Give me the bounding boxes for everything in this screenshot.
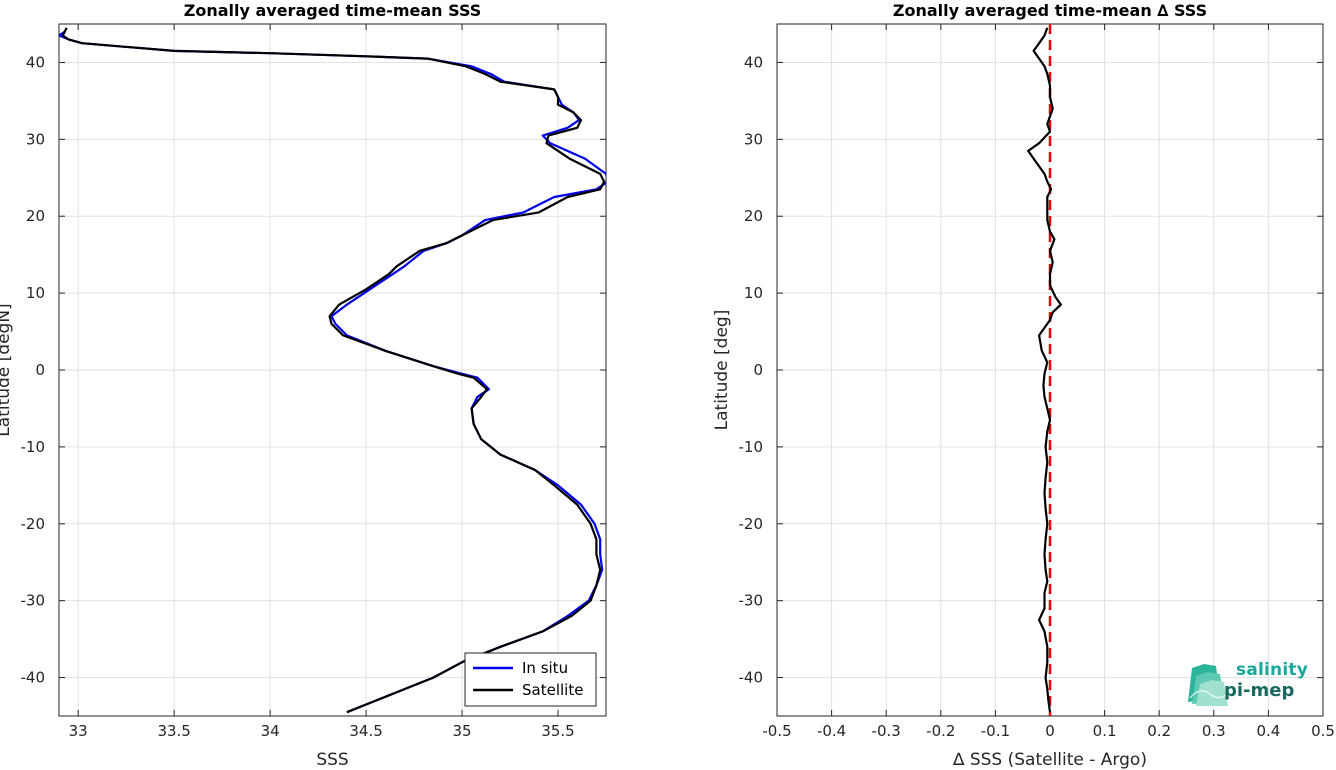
logo-text-salinity: salinity bbox=[1236, 660, 1308, 680]
x-tick-label: 35 bbox=[453, 722, 472, 740]
y-tick-label: 20 bbox=[744, 207, 763, 225]
chart-title: Zonally averaged time-mean SSS bbox=[184, 1, 482, 20]
series-line-delta-sss bbox=[1027, 27, 1062, 713]
y-tick-label: -40 bbox=[21, 669, 46, 687]
right-chart: -0.5 -0.4 -0.3 -0.2 -0.1 0 0.1 0.2 0.3 0.4 0.5 40 30… bbox=[712, 1, 1335, 770]
y-tick-label: 40 bbox=[26, 53, 45, 71]
y-axis-label: Latitude [deg] bbox=[712, 310, 732, 431]
y-tick-label: -20 bbox=[21, 515, 46, 533]
x-tick-label: -0.3 bbox=[872, 722, 901, 740]
y-tick-label: -10 bbox=[739, 438, 764, 456]
wave-logo-icon bbox=[1188, 664, 1231, 706]
series-line-in-situ bbox=[59, 30, 606, 714]
y-tick-label: 10 bbox=[744, 284, 763, 302]
x-tick-label: -0.5 bbox=[762, 722, 791, 740]
x-tick-label: 33 bbox=[69, 722, 88, 740]
x-axis-label: ∆ SSS (Satellite - Argo) bbox=[952, 750, 1147, 770]
left-chart: 33 33.5 34 34.5 35 35.5 40 30 20 10 0 -10 -20 -30 -40 Z… bbox=[0, 1, 607, 770]
x-tick-label: -0.1 bbox=[981, 722, 1010, 740]
series-line-satellite bbox=[61, 27, 606, 714]
y-tick-label: -20 bbox=[739, 515, 764, 533]
x-tick-label: 33.5 bbox=[157, 722, 190, 740]
logo-text-pimep: pi-mep bbox=[1224, 680, 1295, 701]
x-tick-label: -0.2 bbox=[926, 722, 955, 740]
x-tick-label: 0.2 bbox=[1147, 722, 1171, 740]
y-axis-label: Latitude [degN] bbox=[0, 303, 14, 436]
y-tick-label: -30 bbox=[739, 592, 764, 610]
y-tick-label: 30 bbox=[744, 130, 763, 148]
x-tick-label: 0.5 bbox=[1311, 722, 1335, 740]
y-tick-label: 0 bbox=[35, 361, 45, 379]
y-tick-label: 0 bbox=[753, 361, 763, 379]
x-tick-label: 0.3 bbox=[1202, 722, 1226, 740]
legend-box bbox=[464, 652, 597, 707]
x-tick-label: 34 bbox=[261, 722, 280, 740]
y-tick-label: -30 bbox=[21, 592, 46, 610]
x-tick-label: 0 bbox=[1045, 722, 1055, 740]
legend-label: In situ bbox=[522, 659, 568, 677]
chart-title: Zonally averaged time-mean ∆ SSS bbox=[893, 1, 1207, 20]
y-tick-label: 20 bbox=[26, 207, 45, 225]
x-tick-label: 0.1 bbox=[1093, 722, 1117, 740]
x-axis-label: SSS bbox=[316, 750, 348, 770]
legend: In situ Satellite bbox=[464, 652, 597, 707]
legend-label: Satellite bbox=[522, 681, 583, 699]
y-tick-label: 40 bbox=[744, 53, 763, 71]
y-tick-label: 10 bbox=[26, 284, 45, 302]
x-tick-label: 35.5 bbox=[541, 722, 574, 740]
x-tick-label: 0.4 bbox=[1256, 722, 1280, 740]
y-tick-label: -40 bbox=[739, 669, 764, 687]
salinity-pi-mep-logo: salinity pi-mep bbox=[1186, 658, 1316, 708]
x-tick-label: 34.5 bbox=[349, 722, 382, 740]
y-tick-label: -10 bbox=[21, 438, 46, 456]
x-tick-label: -0.4 bbox=[817, 722, 846, 740]
y-tick-label: 30 bbox=[26, 130, 45, 148]
